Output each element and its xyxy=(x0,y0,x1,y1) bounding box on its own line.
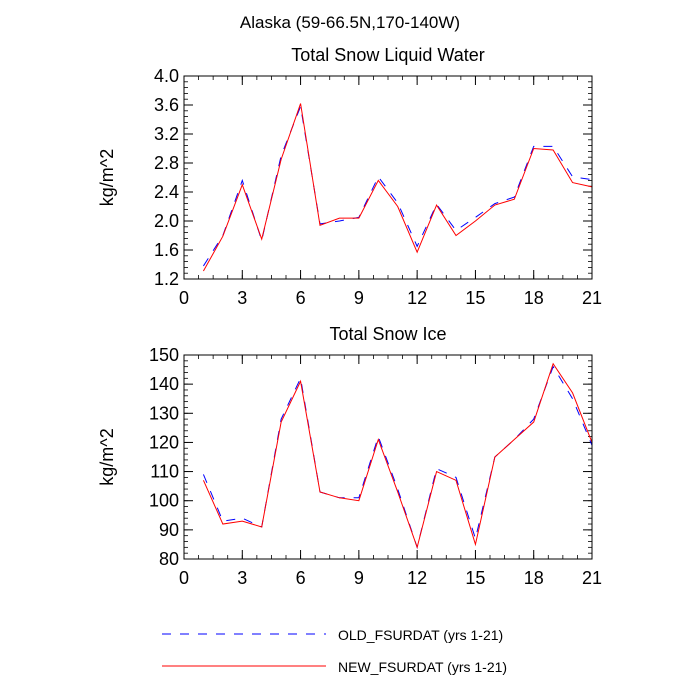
x-tick-label: 12 xyxy=(407,568,427,588)
x-tick-label: 12 xyxy=(407,288,427,308)
y-axis-label: kg/m^2 xyxy=(97,428,117,485)
x-tick-label: 18 xyxy=(524,568,544,588)
y-tick-label: 3.6 xyxy=(154,95,179,115)
y-tick-label: 2.8 xyxy=(154,153,179,173)
series-line-new xyxy=(202,362,593,550)
y-tick-label: 1.6 xyxy=(154,240,179,260)
x-tick-label: 15 xyxy=(465,288,485,308)
panel-snow-ice: Total Snow Ice kg/m^2 0 3 6 9 12 15 18 21 80 90 100 1… xyxy=(97,324,602,588)
chart-title: Total Snow Ice xyxy=(329,324,446,344)
x-tick-label: 9 xyxy=(354,288,364,308)
x-tick-label: 6 xyxy=(296,568,306,588)
plot-frame xyxy=(183,354,593,560)
x-tick-label: 3 xyxy=(237,288,247,308)
series-line-old xyxy=(202,365,593,550)
y-tick-label: 110 xyxy=(150,462,179,482)
y-tick-label: 130 xyxy=(149,403,179,423)
y-tick-label: 1.2 xyxy=(154,269,179,289)
y-tick-label: 150 xyxy=(149,345,179,365)
y-tick-label: 140 xyxy=(149,374,179,394)
chart-title: Total Snow Liquid Water xyxy=(291,45,484,65)
legend-label-old: OLD_FSURDAT (yrs 1-21) xyxy=(338,627,503,643)
y-tick-label: 3.2 xyxy=(154,124,179,144)
series-line-old xyxy=(203,104,593,267)
x-tick-label: 6 xyxy=(296,288,306,308)
legend: OLD_FSURDAT (yrs 1-21) NEW_FSURDAT (yrs … xyxy=(162,627,507,675)
y-tick-label: 80 xyxy=(159,549,179,569)
figure-title: Alaska (59-66.5N,170-140W) xyxy=(240,13,460,32)
y-tick-label: 120 xyxy=(149,432,179,452)
y-tick-label: 2.4 xyxy=(154,182,179,202)
y-axis-label: kg/m^2 xyxy=(97,149,117,206)
legend-label-new: NEW_FSURDAT (yrs 1-21) xyxy=(338,659,507,675)
x-tick-label: 9 xyxy=(354,568,364,588)
series-line-new xyxy=(202,103,593,272)
x-tick-label: 0 xyxy=(179,568,189,588)
y-tick-label: 100 xyxy=(149,491,179,511)
y-tick-label: 90 xyxy=(159,520,179,540)
panel-snow-liquid-water: Total Snow Liquid Water kg/m^2 0 3 6 9 12 15 18 2… xyxy=(97,45,602,308)
x-tick-label: 3 xyxy=(237,568,247,588)
y-tick-label: 2.0 xyxy=(154,211,179,231)
x-tick-label: 18 xyxy=(524,288,544,308)
x-tick-label: 21 xyxy=(582,568,602,588)
plot-frame xyxy=(183,75,593,280)
x-tick-label: 21 xyxy=(582,288,602,308)
x-tick-label: 0 xyxy=(179,288,189,308)
y-tick-label: 4.0 xyxy=(154,66,179,86)
x-tick-label: 15 xyxy=(465,568,485,588)
